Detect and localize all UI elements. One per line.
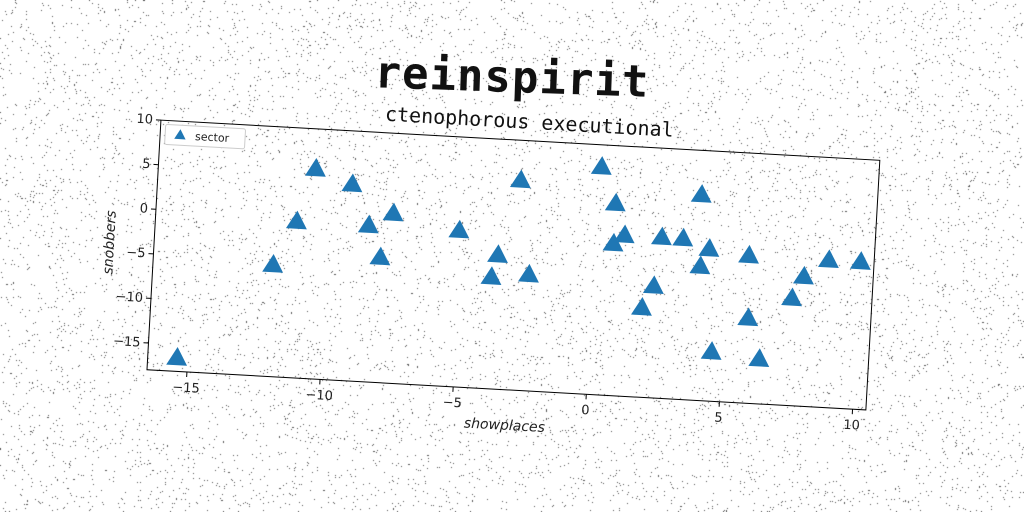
y-tick-label: −15 [113,334,141,351]
data-point-triangle [285,210,307,230]
y-tick-label: −5 [126,245,146,261]
data-point-triangle [781,287,802,307]
y-tick-label: 10 [136,112,153,128]
y-axis: 10 5 0 −5 −10 −15 [113,112,161,351]
plot-area [146,119,881,411]
data-point-triangle [304,158,326,177]
y-axis-label: snobbers [100,210,120,275]
legend-box [164,124,246,150]
data-point-triangle [631,297,652,316]
data-point-triangle [357,214,379,234]
legend: sector [164,124,246,150]
x-tick-label: −10 [305,388,333,405]
data-point-triangle [487,244,508,263]
plot-group: ctenophorous executional −15 −10 −5 0 5 10 10… [100,102,881,437]
x-tick-label: −15 [172,380,200,397]
data-point-triangle [509,169,531,189]
legend-marker-triangle [174,129,186,140]
data-point-triangle [448,219,470,239]
x-tick-label: 5 [714,411,723,426]
data-point-triangle [262,254,284,273]
data-point-triangle [369,246,391,266]
data-point-triangle [793,265,814,285]
x-tick-label: 0 [581,403,590,418]
chart-subtitle: ctenophorous executional [384,102,674,142]
data-point-triangle [613,224,635,244]
data-point-triangle [817,249,839,269]
y-tick-label: −10 [115,289,143,306]
data-point-triangle [737,307,759,327]
data-point-triangle [849,251,871,270]
x-tick-label: −5 [442,395,462,411]
data-point-triangle [518,263,539,283]
y-tick-label: 5 [142,157,151,172]
x-tick-label: 10 [843,418,860,434]
data-point-triangle [382,202,404,222]
x-axis-label: showplaces [463,416,545,437]
data-points [166,156,871,367]
legend-label: sector [195,130,230,145]
data-point-triangle [738,244,759,264]
data-point-triangle [341,173,363,193]
data-point-triangle [700,341,722,360]
data-point-triangle [690,184,712,203]
data-point-triangle [642,275,664,295]
data-point-triangle [604,192,626,212]
data-point-triangle [602,232,624,252]
data-point-triangle [650,226,672,246]
data-point-triangle [748,348,770,367]
y-tick-label: 0 [139,201,148,216]
data-point-triangle [672,227,694,247]
data-point-triangle [689,255,711,275]
x-axis: −15 −10 −5 0 5 10 [172,371,860,434]
data-point-triangle [480,266,502,285]
data-point-triangle [590,156,612,175]
data-point-triangle [698,238,720,257]
data-point-triangle [166,347,188,366]
